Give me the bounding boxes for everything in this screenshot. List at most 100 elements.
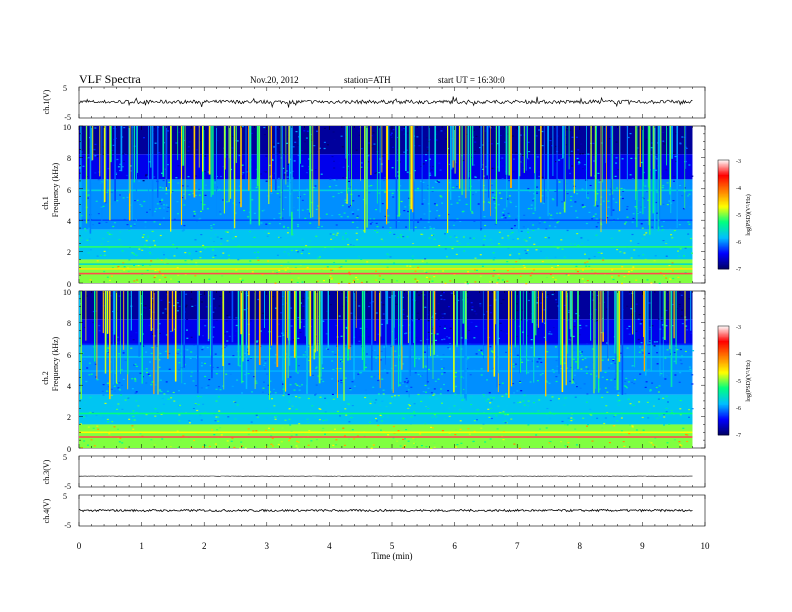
spectrogram-speckle	[97, 344, 100, 347]
spectrogram-speckle	[255, 382, 258, 384]
spectrogram-speckle	[566, 424, 569, 426]
spectrogram-speckle	[200, 416, 203, 418]
spectrogram-speckle	[198, 194, 201, 196]
spectrogram-speckle	[143, 232, 145, 234]
spectrogram-speckle	[660, 320, 663, 322]
spectrogram-speckle	[359, 327, 362, 329]
spectrogram-speckle	[504, 141, 507, 143]
spectrogram-speckle	[145, 371, 148, 374]
spectrogram-speckle	[431, 416, 434, 418]
spectrogram-speckle	[444, 325, 447, 327]
spectrogram-speckle	[151, 381, 154, 383]
spectrogram-speckle	[152, 333, 154, 335]
spectrogram-speckle	[437, 378, 440, 380]
spectrogram-speckle	[301, 150, 304, 152]
spectrogram-speckle	[368, 305, 371, 308]
spectrogram-speckle	[414, 439, 417, 441]
spectrogram-speckle	[226, 340, 229, 342]
spectrogram-speckle	[321, 225, 323, 228]
spectrogram-speckle	[176, 233, 179, 235]
spectrogram-speckle	[417, 221, 420, 223]
spectrogram-speckle	[522, 226, 525, 228]
spectrogram-speckle	[377, 379, 380, 382]
spectrogram-speckle	[267, 260, 270, 262]
spectrogram-speckle	[598, 369, 601, 371]
colorbar-segment	[718, 349, 729, 351]
spectrogram-speckle	[430, 333, 433, 335]
spectrogram-speckle	[679, 399, 682, 402]
spectrogram-speckle	[259, 330, 262, 332]
spectrogram-speckle	[641, 416, 644, 419]
spectrogram-speckle	[111, 421, 114, 423]
spectrogram-speckle	[188, 422, 191, 424]
spectrogram-speckle	[139, 203, 142, 206]
spectrogram-speckle	[322, 427, 325, 429]
spectrogram-speckle	[391, 192, 394, 194]
spectrogram-speckle	[649, 291, 651, 293]
spectrogram-speckle	[253, 376, 255, 378]
spectrogram-speckle	[296, 281, 299, 284]
spectrogram-speckle	[566, 440, 569, 442]
spectrogram-speckle	[380, 238, 383, 240]
spectrogram-speckle	[131, 388, 134, 390]
spectrogram-speckle	[681, 355, 683, 357]
spectrogram-speckle	[200, 396, 202, 398]
spectrogram-speckle	[417, 266, 420, 269]
spectrogram-speckle	[286, 232, 289, 234]
spectrogram-speckle	[420, 375, 422, 377]
spectrogram-speckle	[431, 280, 434, 282]
colorbar-segment	[718, 387, 729, 390]
spectrogram-speckle	[489, 202, 491, 204]
spectrogram-speckle	[116, 336, 119, 338]
spectrogram-speckle	[471, 212, 474, 214]
spectrogram-speckle	[440, 130, 443, 132]
spectrogram-speckle	[688, 298, 691, 300]
spectrogram-speckle	[316, 340, 319, 342]
spectrogram-speckle	[482, 394, 485, 396]
spectrogram-speckle	[133, 224, 136, 227]
spectrogram-speckle	[576, 270, 579, 273]
spectrogram-speckle	[633, 249, 636, 251]
spectrogram-speckle	[265, 316, 268, 318]
spectrogram-layer	[79, 259, 693, 283]
spectrogram-speckle	[372, 444, 375, 446]
spectrogram-band	[79, 219, 693, 221]
spectrogram-speckle	[355, 149, 358, 151]
spectrogram-speckle	[165, 334, 168, 336]
spectrogram-speckle	[569, 172, 571, 175]
spectrogram-speckle	[466, 283, 469, 285]
ch4-trace	[78, 508, 693, 513]
spectrogram-speckle	[201, 410, 204, 412]
spectrogram-speckle	[331, 214, 334, 217]
spectrogram-speckle	[419, 340, 422, 342]
spectrogram-speckle	[353, 279, 355, 281]
spectrogram-speckle	[122, 197, 125, 199]
spectrogram-speckle	[298, 397, 301, 399]
spectrogram-speckle	[202, 244, 205, 247]
spectrogram-speckle	[650, 282, 653, 284]
spectrogram-speckle	[554, 279, 557, 281]
spectrogram-speckle	[131, 252, 134, 254]
spectrogram-speckle	[455, 372, 457, 374]
spectrogram-speckle	[617, 400, 620, 402]
spectrogram-speckle	[566, 295, 568, 297]
spectrogram-speckle	[387, 258, 390, 260]
colorbar-segment	[718, 255, 729, 258]
spectrogram-speckle	[292, 206, 295, 209]
spectrogram-speckle	[407, 213, 410, 215]
spectrogram-speckle	[226, 156, 229, 158]
colorbar-segment	[718, 222, 729, 225]
spectrogram-speckle	[400, 234, 403, 236]
spectrogram-speckle	[154, 275, 157, 277]
spectrogram-speckle	[102, 153, 105, 155]
spectrogram-speckle	[384, 191, 387, 193]
spectrogram-speckle	[477, 179, 480, 181]
spectrogram-speckle	[526, 249, 529, 251]
spectrogram-speckle	[558, 159, 561, 161]
spectrogram-speckle	[554, 256, 557, 258]
colorbar-segment	[718, 232, 729, 234]
spectrogram-speckle	[294, 383, 297, 385]
spectrogram-speckle	[482, 144, 484, 146]
spectrogram-speckle	[416, 280, 419, 282]
spectrogram-speckle	[665, 308, 668, 310]
